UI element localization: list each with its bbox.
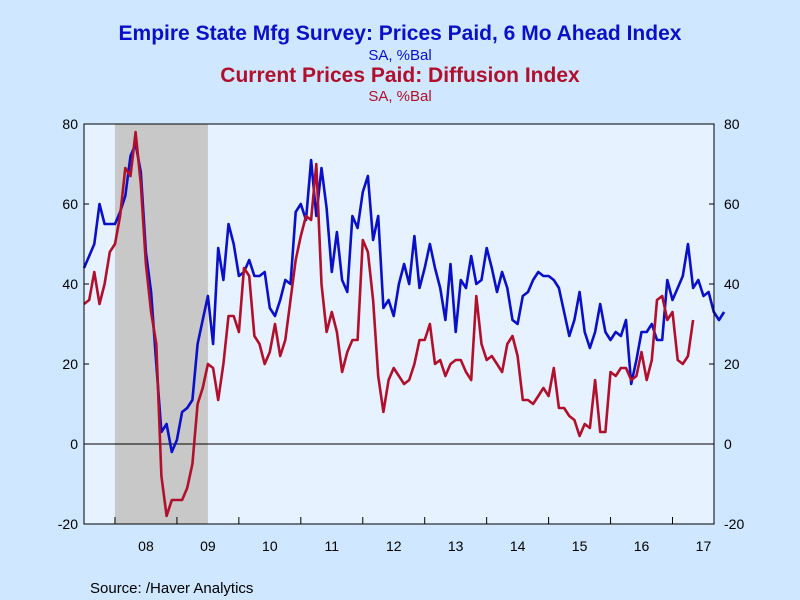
y-tick-label-left: 80	[62, 116, 78, 132]
y-tick-label-right: 40	[724, 276, 740, 292]
series-line-current	[83, 130, 695, 518]
x-tick-label: 13	[448, 538, 464, 554]
y-tick-label-right: 0	[724, 436, 732, 452]
y-tick-label-left: -20	[58, 516, 78, 532]
plot-frame	[83, 123, 715, 525]
chart-subtitle: Current Prices Paid: Diffusion Index	[220, 64, 580, 87]
source-note: Source: /Haver Analytics	[90, 580, 253, 597]
y-tick-label-left: 60	[62, 196, 78, 212]
y-tick-label-left: 0	[70, 436, 78, 452]
axis-layer: -20 -20 0 0 20 20 40 40 60 60 80 80 08 09 10 11 12 13 14 15…	[58, 116, 745, 554]
x-tick-label: 08	[138, 538, 154, 554]
series-line-six-month	[82, 142, 726, 454]
y-tick-label-right: 20	[724, 356, 740, 372]
x-tick-label: 09	[200, 538, 216, 554]
x-tick-label: 15	[572, 538, 588, 554]
chart-subtitle-units: SA, %Bal	[368, 88, 431, 105]
series-layer	[82, 130, 726, 518]
x-tick-label: 11	[325, 538, 340, 554]
y-tick-label-right: 80	[724, 116, 740, 132]
x-tick-label: 10	[262, 538, 278, 554]
chart-title: Empire State Mfg Survey: Prices Paid, 6 …	[119, 22, 682, 45]
x-tick-label: 17	[696, 538, 712, 554]
y-tick-label-right: 60	[724, 196, 740, 212]
y-tick-label-left: 40	[62, 276, 78, 292]
x-tick-label: 12	[386, 538, 402, 554]
y-tick-label-right: -20	[724, 516, 744, 532]
x-tick-label: 14	[510, 538, 526, 554]
y-tick-label-left: 20	[62, 356, 78, 372]
x-tick-label: 16	[634, 538, 650, 554]
chart-title-units: SA, %Bal	[368, 47, 431, 64]
